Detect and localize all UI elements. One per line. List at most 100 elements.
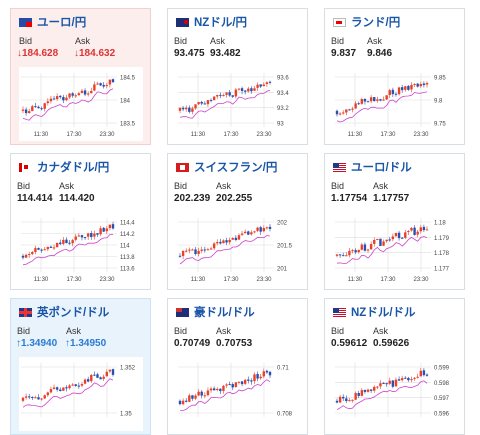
mini-candlestick-chart[interactable]: 1.352 1.35 [19, 357, 143, 431]
bid-value: 1.17754 [331, 193, 368, 204]
candle-body [194, 104, 197, 109]
candle-body [40, 108, 43, 110]
bid-value: 9.837 [331, 48, 357, 59]
candle-body [400, 87, 404, 91]
candle-body [234, 89, 238, 97]
candle-body [268, 81, 272, 83]
y-tick-label: 1.35 [120, 412, 132, 418]
candle-body [247, 88, 250, 92]
mini-candlestick-chart[interactable]: 0.71 0.708 [176, 357, 300, 431]
mini-candlestick-chart[interactable]: 202 201.5 201 11:30 17:30 23:30 [176, 212, 300, 286]
candle-body [342, 396, 345, 399]
card-title[interactable]: ユーロ/円 [19, 14, 86, 30]
candle-body [90, 233, 93, 238]
candle-body [243, 90, 247, 92]
candle-body [231, 95, 234, 97]
candle-body [225, 384, 228, 386]
card-title[interactable]: ランド/円 [333, 14, 400, 30]
candle-body [262, 84, 265, 87]
candle-body [99, 377, 102, 380]
candle-body [379, 238, 382, 246]
moving-average-line [336, 236, 428, 264]
ask-value: ↑1.34950 [65, 338, 107, 349]
candle-body [31, 397, 34, 399]
candle-body [366, 249, 370, 251]
pair-name[interactable]: 豪ドル/ドル [194, 307, 255, 319]
pair-name[interactable]: ユーロ/円 [37, 17, 87, 29]
candle-body [28, 254, 31, 256]
y-tick-label: 1.179 [434, 236, 450, 242]
candle-body [68, 242, 71, 244]
mini-candlestick-chart[interactable]: 114.4 114.2 114 113.8 113.6 11:30 17:30 23:30 [19, 212, 143, 286]
card-title[interactable]: カナダドル/円 [19, 159, 109, 175]
candle-body [253, 88, 256, 91]
rate-card-audusd[interactable]: 豪ドル/ドル Bid Ask 0.70749 0.70753 0.71 0.708 [167, 298, 308, 435]
candle-body [388, 239, 391, 241]
rate-card-zarjpy[interactable]: ランド/円 Bid Ask 9.837 9.846 9.85 9.8 9.75 11:… [324, 8, 465, 145]
mini-candlestick-chart[interactable]: 0.599 0.598 0.597 0.596 [333, 357, 457, 431]
mini-candlestick-chart[interactable]: 9.85 9.8 9.75 11:30 17:30 23:30 [333, 67, 457, 141]
candle-body [413, 84, 416, 86]
candle-body [108, 79, 112, 85]
candle-body [240, 233, 244, 235]
rate-card-cadjpy[interactable]: カナダドル/円 Bid Ask 114.414 114.420 114.4 114… [10, 153, 151, 290]
rate-card-nzdusd[interactable]: NZドル/ドル Bid Ask 0.59612 0.59626 0.599 0.5… [324, 298, 465, 435]
mini-candlestick-chart[interactable]: 93.6 93.4 93.2 93 11:30 17:30 23:30 [176, 67, 300, 141]
candle-body [219, 94, 222, 96]
mini-candlestick-chart[interactable]: 184.5 184 183.5 11:30 17:30 23:30 [19, 67, 143, 141]
card-title[interactable]: NZドル/ドル [333, 304, 416, 320]
candle-body [197, 391, 200, 396]
candle-body [256, 227, 259, 231]
candle-body [363, 389, 367, 392]
bid-label: Bid [331, 326, 345, 336]
candle-body [268, 226, 272, 229]
x-tick-label: 23:30 [413, 132, 429, 138]
candle-body [265, 370, 269, 373]
candle-body [40, 398, 43, 400]
candle-body [188, 249, 191, 251]
candle-body [197, 102, 200, 105]
chart-svg: 9.85 9.8 9.75 11:30 17:30 23:30 [335, 73, 446, 138]
rate-card-gbpusd[interactable]: 英ポンド/ドル Bid Ask ↑1.34940 ↑1.34950 1.352 1… [10, 298, 151, 435]
x-tick-label: 23:30 [413, 277, 429, 283]
card-title[interactable]: ユーロ/ドル [333, 159, 412, 175]
pair-name[interactable]: スイスフラン/円 [194, 162, 278, 174]
candle-body [203, 249, 207, 251]
pair-name[interactable]: カナダドル/円 [37, 162, 110, 174]
mini-candlestick-chart[interactable]: 1.18 1.179 1.178 1.177 11:30 17:30 23:30 [333, 212, 457, 286]
candle-body [74, 236, 77, 240]
candle-body [237, 235, 241, 240]
candle-body [407, 378, 410, 381]
candle-body [256, 84, 259, 88]
pair-name[interactable]: ユーロ/ドル [351, 162, 412, 174]
rate-card-eurjpy[interactable]: ユーロ/円 Bid Ask ↓184.628 ↓184.632 184.5 184… [10, 8, 151, 145]
rate-card-eurusd[interactable]: ユーロ/ドル Bid Ask 1.17754 1.17757 1.18 1.179… [324, 153, 465, 290]
candle-body [425, 83, 429, 85]
pair-name[interactable]: 英ポンド/ドル [37, 307, 110, 319]
pair-name[interactable]: NZドル/ドル [351, 307, 416, 319]
pair-name[interactable]: ランド/円 [351, 17, 401, 29]
candle-body [234, 382, 238, 388]
candle-body [265, 82, 269, 85]
card-title[interactable]: 豪ドル/ドル [176, 304, 255, 320]
candle-body [413, 227, 416, 235]
candle-body [83, 379, 87, 384]
pair-name[interactable]: NZドル/円 [194, 17, 248, 29]
candle-body [93, 374, 96, 376]
candle-body [240, 88, 244, 91]
card-title[interactable]: NZドル/円 [176, 14, 247, 30]
ask-value: 202.255 [216, 193, 253, 204]
card-title[interactable]: 英ポンド/ドル [19, 304, 109, 320]
moving-average-line [336, 380, 428, 411]
candle-body [419, 84, 422, 87]
candle-body [250, 380, 253, 382]
rate-card-chfjpy[interactable]: スイスフラン/円 Bid Ask 202.239 202.255 202 201.… [167, 153, 308, 290]
card-title[interactable]: スイスフラン/円 [176, 159, 277, 175]
rate-card-nzdjpy[interactable]: NZドル/円 Bid Ask 93.475 93.482 93.6 93.4 93.… [167, 8, 308, 145]
candle-body [338, 396, 342, 403]
candle-body [357, 249, 360, 253]
candle-body [382, 383, 385, 385]
candle-body [240, 381, 244, 385]
ask-value: 1.17757 [373, 193, 410, 204]
candle-body [96, 83, 99, 85]
